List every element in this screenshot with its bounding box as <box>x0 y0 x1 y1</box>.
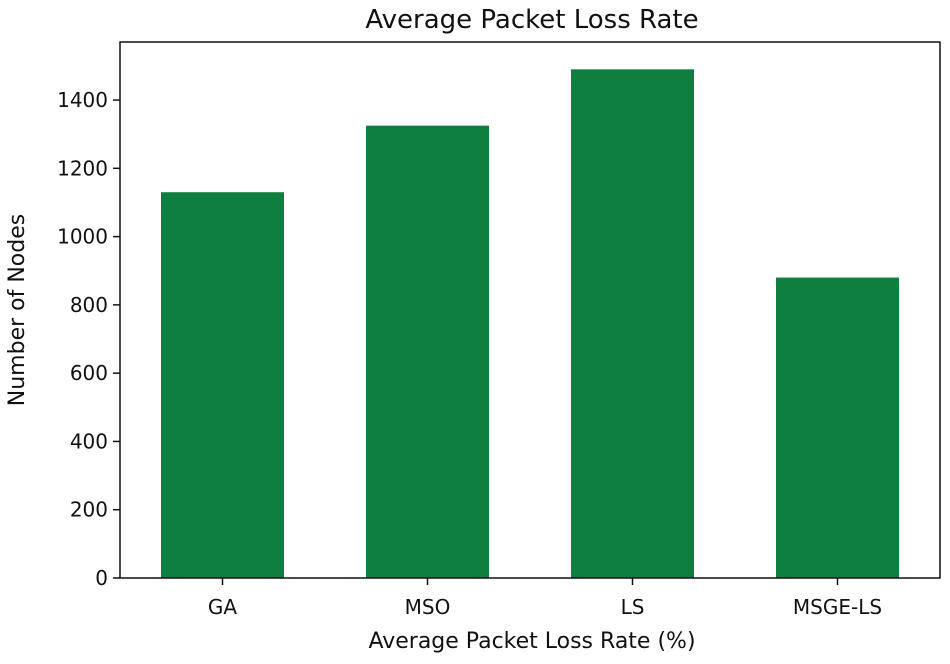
y-tick-label: 1200 <box>57 156 108 180</box>
chart-title: Average Packet Loss Rate <box>365 5 698 35</box>
y-tick-label: 1400 <box>57 88 108 112</box>
x-axis-label: Average Packet Loss Rate (%) <box>368 629 695 654</box>
plot-area <box>119 41 941 579</box>
x-tick-label: MSGE-LS <box>793 595 882 619</box>
x-tick-label: GA <box>208 595 237 619</box>
y-axis-label: Number of Nodes <box>5 214 30 406</box>
x-tick-label: MSO <box>405 595 451 619</box>
x-axis: GA MSO LS MSGE-LS <box>208 578 882 619</box>
bar-mso <box>366 125 489 578</box>
y-tick-label: 800 <box>70 293 108 317</box>
y-tick-label: 400 <box>70 429 108 453</box>
y-axis: 0 200 400 600 800 1000 1200 1400 <box>57 88 120 590</box>
y-tick-label: 200 <box>70 498 108 522</box>
plot-frame <box>119 41 941 579</box>
bar-ga <box>161 192 284 579</box>
bar-msge-ls <box>776 277 899 578</box>
bar-ls <box>571 69 694 578</box>
y-tick-label: 600 <box>70 361 108 385</box>
y-tick-label: 0 <box>95 566 108 590</box>
x-tick-label: LS <box>621 595 645 619</box>
y-tick-label: 1000 <box>57 225 108 249</box>
